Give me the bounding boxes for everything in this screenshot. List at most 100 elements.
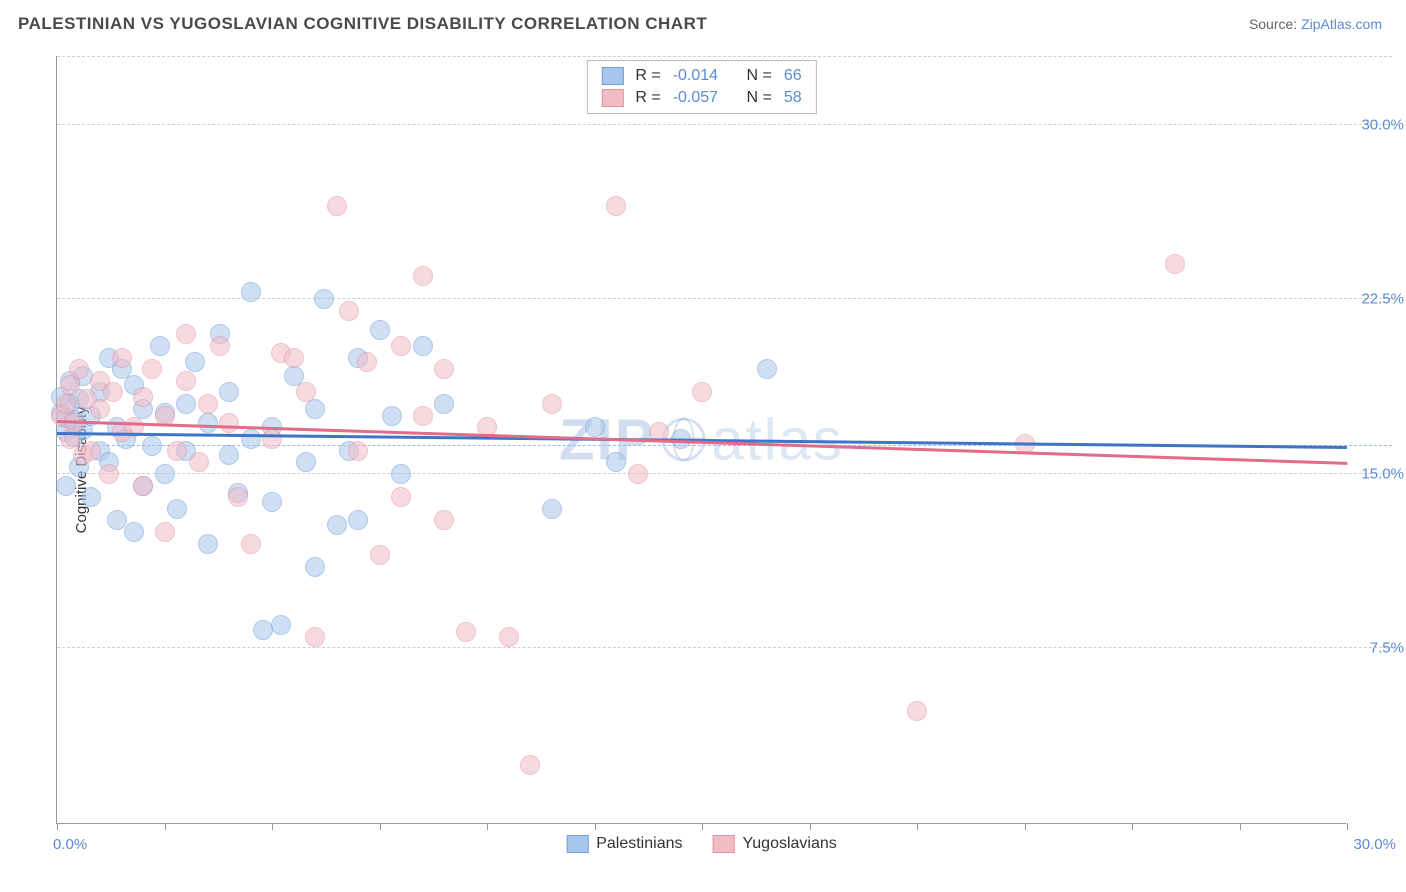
gridline xyxy=(57,124,1392,125)
scatter-point xyxy=(262,492,282,512)
r-value-palestinians: -0.014 xyxy=(673,67,718,85)
scatter-point xyxy=(305,557,325,577)
y-tick-label: 15.0% xyxy=(1361,465,1404,482)
scatter-point xyxy=(314,289,334,309)
scatter-point xyxy=(262,429,282,449)
x-axis-end-label: 30.0% xyxy=(1353,836,1396,853)
chart-container: Cognitive Disability ZIP atlas R = -0.01… xyxy=(18,48,1406,892)
scatter-point xyxy=(167,499,187,519)
scatter-point xyxy=(133,387,153,407)
scatter-point xyxy=(434,510,454,530)
x-tick xyxy=(165,823,166,830)
x-tick xyxy=(57,823,58,830)
scatter-point xyxy=(90,399,110,419)
scatter-point xyxy=(176,371,196,391)
legend-stats: R = -0.014 N = 66 R = -0.057 N = 58 xyxy=(586,60,816,114)
legend-series: Palestinians Yugoslavians xyxy=(566,835,837,853)
legend-label-palestinians: Palestinians xyxy=(596,835,682,853)
scatter-point xyxy=(434,394,454,414)
scatter-point xyxy=(112,348,132,368)
scatter-point xyxy=(150,336,170,356)
scatter-point xyxy=(81,487,101,507)
x-tick xyxy=(702,823,703,830)
scatter-point xyxy=(198,394,218,414)
scatter-point xyxy=(327,196,347,216)
r-label: R = xyxy=(635,89,660,107)
legend-item-palestinians: Palestinians xyxy=(566,835,682,853)
x-tick xyxy=(810,823,811,830)
r-value-yugoslavians: -0.057 xyxy=(673,89,718,107)
scatter-point xyxy=(219,413,239,433)
scatter-point xyxy=(228,487,248,507)
gridline xyxy=(57,473,1392,474)
scatter-point xyxy=(370,545,390,565)
scatter-point xyxy=(542,394,562,414)
scatter-point xyxy=(56,394,76,414)
scatter-point xyxy=(391,336,411,356)
x-tick xyxy=(1132,823,1133,830)
n-value-palestinians: 66 xyxy=(784,67,802,85)
scatter-point xyxy=(185,352,205,372)
x-tick xyxy=(487,823,488,830)
scatter-point xyxy=(155,464,175,484)
legend-row-yugoslavians: R = -0.057 N = 58 xyxy=(601,87,801,109)
gridline xyxy=(57,56,1392,57)
swatch-yugoslavians xyxy=(712,835,734,853)
legend-row-palestinians: R = -0.014 N = 66 xyxy=(601,65,801,87)
scatter-point xyxy=(296,382,316,402)
scatter-point xyxy=(241,282,261,302)
scatter-point xyxy=(606,452,626,472)
scatter-point xyxy=(155,522,175,542)
scatter-point xyxy=(219,445,239,465)
scatter-point xyxy=(176,394,196,414)
scatter-point xyxy=(339,301,359,321)
scatter-point xyxy=(210,336,230,356)
y-tick-label: 22.5% xyxy=(1361,291,1404,308)
scatter-point xyxy=(142,359,162,379)
x-tick xyxy=(1240,823,1241,830)
scatter-point xyxy=(271,615,291,635)
plot-area: ZIP atlas R = -0.014 N = 66 R = -0.057 N… xyxy=(56,56,1346,824)
x-tick xyxy=(917,823,918,830)
scatter-point xyxy=(391,464,411,484)
y-tick-label: 30.0% xyxy=(1361,116,1404,133)
scatter-point xyxy=(606,196,626,216)
r-label: R = xyxy=(635,67,660,85)
x-axis-start-label: 0.0% xyxy=(53,836,87,853)
scatter-point xyxy=(284,348,304,368)
scatter-point xyxy=(907,701,927,721)
scatter-point xyxy=(413,406,433,426)
scatter-point xyxy=(198,413,218,433)
chart-title: PALESTINIAN VS YUGOSLAVIAN COGNITIVE DIS… xyxy=(18,14,707,34)
scatter-point xyxy=(348,510,368,530)
y-tick-label: 7.5% xyxy=(1370,640,1404,657)
scatter-point xyxy=(585,417,605,437)
scatter-point xyxy=(499,627,519,647)
scatter-point xyxy=(434,359,454,379)
scatter-point xyxy=(167,441,187,461)
legend-item-yugoslavians: Yugoslavians xyxy=(712,835,836,853)
x-tick xyxy=(380,823,381,830)
scatter-point xyxy=(413,266,433,286)
scatter-point xyxy=(413,336,433,356)
scatter-point xyxy=(757,359,777,379)
scatter-point xyxy=(69,359,89,379)
scatter-point xyxy=(176,324,196,344)
legend-label-yugoslavians: Yugoslavians xyxy=(742,835,836,853)
scatter-point xyxy=(189,452,209,472)
scatter-point xyxy=(520,755,540,775)
gridline xyxy=(57,647,1392,648)
source-attribution: Source: ZipAtlas.com xyxy=(1249,16,1382,32)
scatter-point xyxy=(542,499,562,519)
scatter-point xyxy=(219,382,239,402)
scatter-point xyxy=(81,441,101,461)
scatter-point xyxy=(391,487,411,507)
scatter-point xyxy=(198,534,218,554)
x-tick xyxy=(272,823,273,830)
scatter-point xyxy=(628,464,648,484)
scatter-point xyxy=(241,429,261,449)
x-tick xyxy=(1347,823,1348,830)
n-label: N = xyxy=(747,89,772,107)
n-label: N = xyxy=(747,67,772,85)
source-link[interactable]: ZipAtlas.com xyxy=(1301,16,1382,32)
